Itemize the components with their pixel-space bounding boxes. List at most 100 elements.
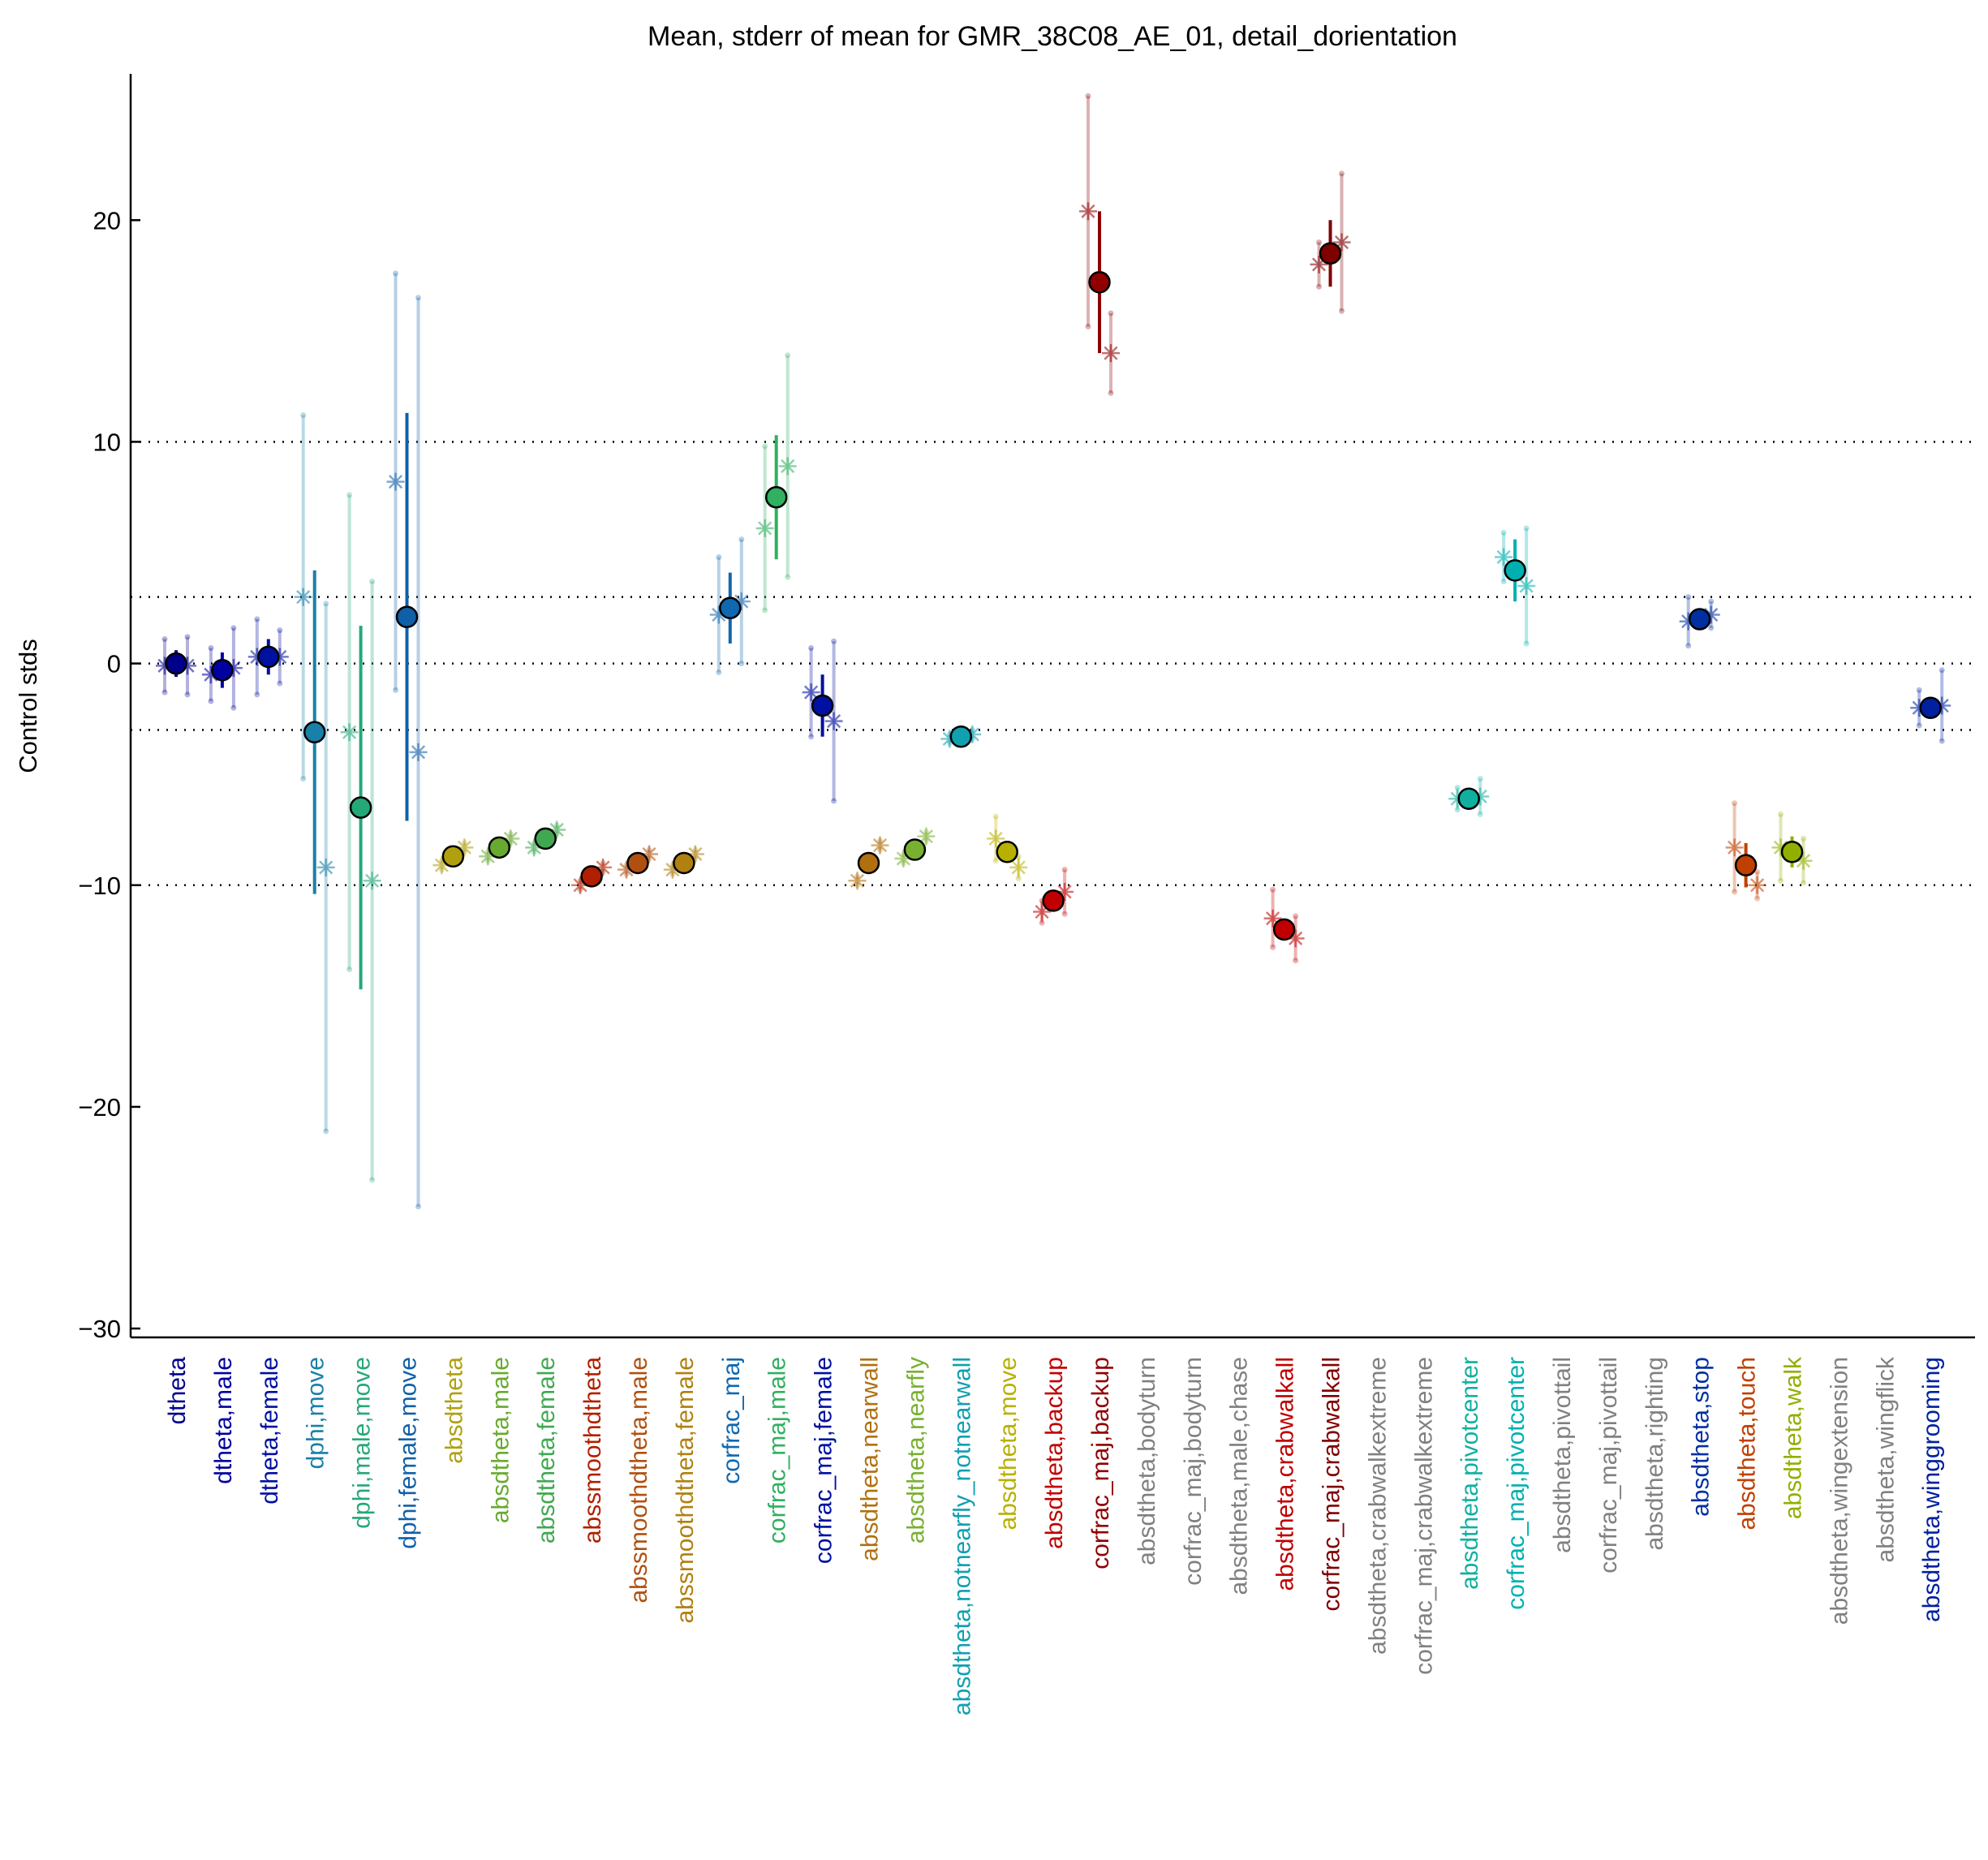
category-group xyxy=(386,270,428,1210)
category-group xyxy=(201,625,243,711)
asterisk-stroke xyxy=(1011,860,1026,875)
x-tick-label: absdtheta,female xyxy=(533,1357,560,1544)
category-group xyxy=(294,412,335,1135)
error-cap xyxy=(1339,170,1345,177)
asterisk-marker xyxy=(386,472,405,491)
mean-marker xyxy=(996,841,1018,863)
error-cap xyxy=(738,536,745,543)
asterisk-wrap xyxy=(1495,548,1513,566)
asterisk-marker xyxy=(1102,344,1120,363)
error-cap xyxy=(300,776,307,782)
error-cap xyxy=(230,625,237,631)
mean-marker xyxy=(903,838,927,861)
error-cap xyxy=(1454,785,1461,791)
category-group xyxy=(755,352,797,614)
mean-marker xyxy=(580,865,603,888)
asterisk-stroke xyxy=(365,873,380,888)
error-cap xyxy=(716,553,722,560)
mean-marker xyxy=(1919,696,1942,719)
x-tick-label: absdtheta,crabwalkall xyxy=(1272,1357,1299,1591)
error-cap xyxy=(369,579,376,585)
asterisk-wrap xyxy=(987,829,1005,848)
mean-marker xyxy=(1088,271,1111,294)
asterisk-stroke xyxy=(827,714,841,729)
error-cap xyxy=(1477,811,1483,817)
asterisk-marker xyxy=(1725,838,1744,857)
asterisk-wrap xyxy=(386,472,405,491)
mean-marker xyxy=(395,605,419,628)
mean-marker xyxy=(1457,787,1480,810)
asterisk-stroke xyxy=(1750,878,1765,893)
category-group xyxy=(156,634,196,698)
x-tick-label: dphi,female,move xyxy=(395,1357,422,1549)
asterisk-wrap xyxy=(363,872,381,890)
x-tick-label: corfrac_maj xyxy=(718,1357,745,1484)
asterisk-wrap xyxy=(1517,576,1536,595)
x-tick-label: dphi,move xyxy=(303,1357,329,1469)
error-cap xyxy=(992,813,999,820)
x-tick-label: absdtheta,stop xyxy=(1688,1357,1715,1517)
error-cap xyxy=(346,492,353,498)
error-cap xyxy=(1916,687,1922,693)
asterisk-wrap xyxy=(548,820,566,839)
asterisk-stroke xyxy=(1796,854,1811,868)
x-tick-label: corfrac_maj,bodyturn xyxy=(1180,1357,1207,1586)
asterisk-stroke xyxy=(781,459,795,474)
asterisk-wrap xyxy=(1079,202,1097,221)
x-tick-label: absdtheta,winggrooming xyxy=(1918,1357,1945,1622)
category-group xyxy=(1079,93,1120,396)
category-group xyxy=(1679,594,1720,649)
asterisk-stroke xyxy=(1104,346,1118,360)
x-tick-label: absdtheta,wingextension xyxy=(1826,1357,1852,1625)
asterisk-marker xyxy=(802,683,820,702)
asterisk-wrap xyxy=(316,858,335,876)
x-tick-label: absdtheta,righting xyxy=(1642,1357,1668,1551)
asterisk-stroke xyxy=(319,860,333,875)
asterisk-marker xyxy=(1079,202,1097,221)
error-cap xyxy=(1732,889,1738,895)
mean-marker xyxy=(1688,608,1711,631)
x-tick-label: absdtheta,touch xyxy=(1734,1357,1761,1531)
asterisk-marker xyxy=(848,872,867,890)
mean-marker xyxy=(626,851,649,875)
asterisk-wrap xyxy=(1102,344,1120,363)
error-cap xyxy=(1085,323,1091,329)
category-group xyxy=(432,838,474,875)
asterisk-stroke xyxy=(804,685,819,700)
asterisk-wrap xyxy=(824,712,843,730)
category-group xyxy=(894,827,936,868)
error-cap xyxy=(1754,868,1761,875)
category-group xyxy=(1310,170,1351,314)
x-tick-label: dtheta,male xyxy=(210,1357,237,1484)
category-group xyxy=(1448,776,1490,817)
error-cap xyxy=(1339,308,1345,314)
asterisk-stroke xyxy=(411,745,426,760)
error-cap xyxy=(1108,310,1114,316)
x-tick-label: absdtheta,nearfly xyxy=(902,1357,929,1544)
error-cap xyxy=(1477,776,1483,782)
error-cap xyxy=(277,627,283,634)
x-tick-label: absdtheta,nearwall xyxy=(857,1357,884,1561)
x-tick-label: dtheta,female xyxy=(256,1357,283,1505)
asterisk-stroke xyxy=(1496,549,1511,565)
error-cap xyxy=(393,687,398,693)
asterisk-wrap xyxy=(848,872,867,890)
x-tick-label: corfrac_maj,backup xyxy=(1087,1357,1114,1569)
error-cap xyxy=(1061,911,1068,917)
mean-marker xyxy=(1319,242,1342,265)
category-group xyxy=(1725,800,1766,902)
error-cap xyxy=(1754,895,1761,902)
asterisk-wrap xyxy=(340,723,359,742)
mean-marker xyxy=(764,485,788,509)
error-cap xyxy=(785,574,791,580)
x-tick-label: absdtheta,male xyxy=(487,1357,514,1523)
asterisk-stroke xyxy=(850,873,865,888)
error-cap xyxy=(1685,643,1692,649)
error-cap xyxy=(1801,880,1806,886)
x-tick-label: absdtheta,male,chase xyxy=(1226,1357,1253,1595)
mean-marker xyxy=(1504,559,1526,582)
y-axis-label: Control stds xyxy=(14,639,42,773)
asterisk-wrap xyxy=(1332,233,1351,252)
mean-marker xyxy=(1042,889,1065,912)
asterisk-stroke xyxy=(758,521,772,536)
